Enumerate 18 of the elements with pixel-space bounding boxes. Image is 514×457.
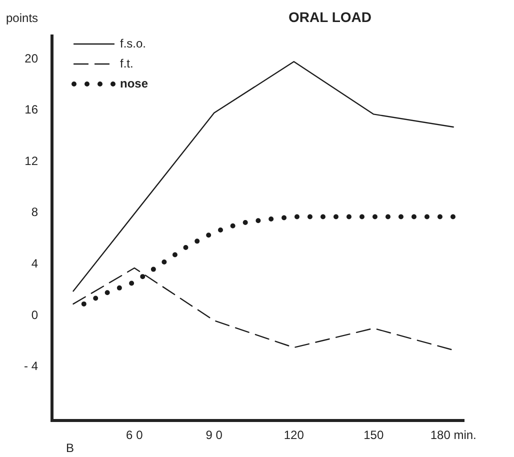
y-axis-title: points bbox=[6, 11, 38, 25]
y-tick-label: 0 bbox=[31, 308, 38, 322]
x-tick-label: 150 bbox=[364, 428, 384, 442]
x-tick-label: 9 0 bbox=[206, 428, 223, 442]
x-tick-label: 6 0 bbox=[126, 428, 144, 442]
y-tick-label: 4 bbox=[31, 256, 38, 271]
legend-label: f.t. bbox=[120, 56, 134, 70]
y-tick-label: 12 bbox=[24, 154, 38, 168]
x-tick-label: 180 min. bbox=[430, 428, 476, 442]
y-tick-label: 8 bbox=[31, 205, 38, 220]
x-tick-label: 120 bbox=[284, 428, 304, 442]
y-tick-label: - 4 bbox=[24, 359, 38, 374]
y-tick-label: 16 bbox=[24, 102, 38, 117]
legend-label: nose bbox=[120, 76, 148, 90]
y-tick-label: 20 bbox=[24, 51, 38, 66]
chart-title: ORAL LOAD bbox=[288, 9, 372, 25]
legend-label: f.s.o. bbox=[120, 36, 146, 50]
text: B bbox=[66, 441, 74, 455]
